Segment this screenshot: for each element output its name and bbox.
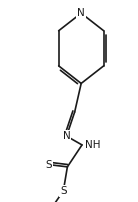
- Text: S: S: [60, 186, 67, 196]
- Text: NH: NH: [85, 140, 100, 150]
- Text: S: S: [45, 160, 52, 170]
- Text: N: N: [63, 131, 70, 141]
- Text: N: N: [77, 8, 85, 18]
